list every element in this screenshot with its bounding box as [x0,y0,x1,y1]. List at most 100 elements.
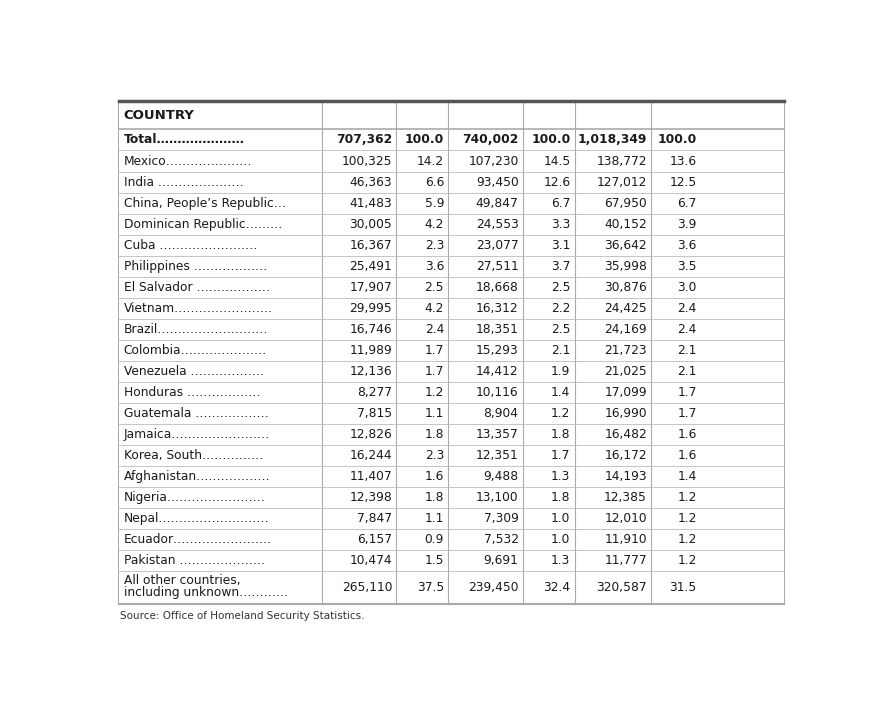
Text: 4.2: 4.2 [425,217,444,230]
Bar [119,445,784,466]
Text: 18,351: 18,351 [476,322,519,336]
Text: 13,357: 13,357 [476,428,519,441]
Text: 1.5: 1.5 [425,554,444,567]
Text: 49,847: 49,847 [476,197,519,210]
Text: Afghanistan………………: Afghanistan……………… [123,470,270,483]
Text: 32.4: 32.4 [544,581,570,594]
Bar [119,381,784,403]
Text: Vietnam……………………: Vietnam…………………… [123,302,273,314]
Text: 1.2: 1.2 [677,554,697,567]
Text: 12,136: 12,136 [350,364,392,378]
Text: 6.7: 6.7 [552,197,570,210]
Text: 13.6: 13.6 [670,155,697,168]
Text: 1.2: 1.2 [677,491,697,503]
Text: 15,293: 15,293 [476,344,519,356]
Text: Cuba ……………………: Cuba …………………… [123,239,257,252]
Text: 2.2: 2.2 [552,302,570,314]
Text: 30,005: 30,005 [350,217,392,230]
Text: 0.9: 0.9 [425,533,444,545]
Text: 25,491: 25,491 [350,260,392,272]
Text: 12,826: 12,826 [350,428,392,441]
Text: 36,642: 36,642 [604,239,647,252]
Text: 11,910: 11,910 [604,533,647,545]
Text: 1.7: 1.7 [425,344,444,356]
Text: 3.6: 3.6 [677,239,697,252]
Text: 14,412: 14,412 [476,364,519,378]
Text: Ecuador……………………: Ecuador…………………… [123,533,272,545]
Text: 11,407: 11,407 [350,470,392,483]
Text: 1.7: 1.7 [677,386,697,399]
Text: 2.3: 2.3 [425,448,444,462]
Text: including unknown…………: including unknown………… [123,586,288,599]
Bar [119,255,784,277]
Text: 1.3: 1.3 [552,470,570,483]
Text: 2.1: 2.1 [552,344,570,356]
Text: 14.2: 14.2 [417,155,444,168]
Text: 6.7: 6.7 [677,197,697,210]
Text: 7,309: 7,309 [484,512,519,525]
Text: 2.4: 2.4 [677,322,697,336]
Text: 1.2: 1.2 [677,533,697,545]
Text: Brazil………………………: Brazil……………………… [123,322,269,336]
Text: 18,668: 18,668 [476,281,519,294]
Text: 1,018,349: 1,018,349 [578,133,647,146]
Text: Jamaica……………………: Jamaica…………………… [123,428,270,441]
Text: 31.5: 31.5 [670,581,697,594]
Text: 12,010: 12,010 [604,512,647,525]
Text: 138,772: 138,772 [596,155,647,168]
Text: 107,230: 107,230 [468,155,519,168]
Text: Korea, South……………: Korea, South…………… [123,448,263,462]
Text: 3.9: 3.9 [677,217,697,230]
Text: 10,116: 10,116 [476,386,519,399]
Text: 1.9: 1.9 [552,364,570,378]
Text: 7,815: 7,815 [357,406,392,420]
Text: 7,847: 7,847 [357,512,392,525]
Text: 16,367: 16,367 [350,239,392,252]
Bar [119,150,784,172]
Text: 100.0: 100.0 [657,133,697,146]
Text: 12,398: 12,398 [350,491,392,503]
Text: 3.0: 3.0 [677,281,697,294]
Bar [119,130,784,150]
Text: 3.3: 3.3 [552,217,570,230]
Text: India …………………: India ………………… [123,175,243,188]
Text: 2.1: 2.1 [677,364,697,378]
Text: 17,907: 17,907 [350,281,392,294]
Text: 11,777: 11,777 [604,554,647,567]
Text: 1.6: 1.6 [425,470,444,483]
Text: 1.2: 1.2 [425,386,444,399]
Text: 40,152: 40,152 [604,217,647,230]
Text: 1.1: 1.1 [425,512,444,525]
Bar [119,297,784,319]
Text: Nepal………………………: Nepal……………………… [123,512,270,525]
Text: Nigeria……………………: Nigeria…………………… [123,491,266,503]
Text: 6.6: 6.6 [425,175,444,188]
Text: 4.2: 4.2 [425,302,444,314]
Text: Dominican Republic………: Dominican Republic……… [123,217,282,230]
Text: 13,100: 13,100 [476,491,519,503]
Bar [119,529,784,550]
Text: El Salvador ………………: El Salvador ……………… [123,281,270,294]
Bar [119,235,784,255]
Bar [119,172,784,193]
Bar [119,570,784,605]
Bar [119,213,784,235]
Text: 24,169: 24,169 [604,322,647,336]
Text: 1.4: 1.4 [677,470,697,483]
Text: 100.0: 100.0 [405,133,444,146]
Text: Source: Office of Homeland Security Statistics.: Source: Office of Homeland Security Stat… [121,611,365,621]
Text: Venezuela ………………: Venezuela ……………… [123,364,263,378]
Text: 16,312: 16,312 [476,302,519,314]
Text: 16,990: 16,990 [604,406,647,420]
Text: 8,904: 8,904 [484,406,519,420]
Bar [119,319,784,339]
Text: 37.5: 37.5 [417,581,444,594]
Text: Colombia…………………: Colombia………………… [123,344,267,356]
Text: 8,277: 8,277 [357,386,392,399]
Text: Total…………………: Total………………… [123,133,245,146]
Text: 320,587: 320,587 [596,581,647,594]
Text: All other countries,: All other countries, [123,574,241,587]
Text: 100.0: 100.0 [531,133,570,146]
Text: 21,723: 21,723 [604,344,647,356]
Text: 1.8: 1.8 [551,428,570,441]
